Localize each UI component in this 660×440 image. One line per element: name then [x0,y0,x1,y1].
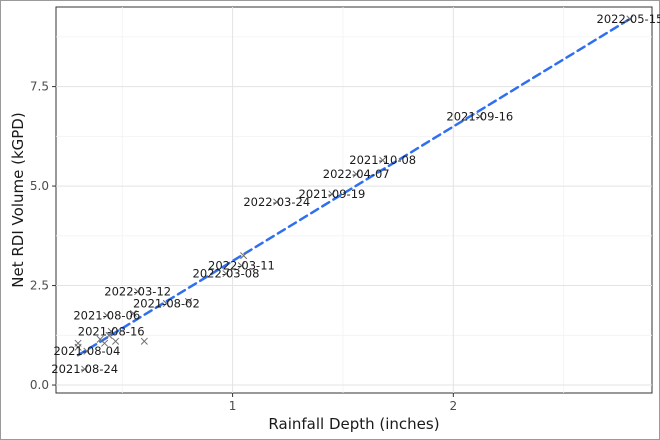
x-tick-label: 1 [229,399,237,413]
data-point-stroke [74,343,82,351]
data-point-stroke [107,327,115,335]
point-label: 2021-08-24 [51,362,118,376]
data-point-stroke [83,347,91,355]
data-point-stroke [273,198,281,206]
y-tick-label: 2.5 [30,279,49,293]
data-point [74,343,82,351]
point-labels-group: 2022-05-15 2021-09-16 2021-10-082022-04-07… [51,12,660,376]
point-label: 2021-08-04 [53,344,120,358]
y-tick-label: 0.0 [30,378,49,392]
point-label: 2022-03-24 [243,195,310,209]
data-point-stroke [476,112,484,120]
data-point-stroke [626,15,634,23]
point-label: 2022-03-08 [193,267,260,281]
data-point [379,156,387,164]
grid-minor [56,7,652,393]
y-tick-label: 7.5 [30,80,49,94]
data-point-stroke [162,299,170,308]
data-point [105,331,113,339]
axis-ticks: 1 2 0.0 2.5 5.0 7.5 [30,80,457,413]
x-axis-title: Rainfall Depth (inches) [268,415,439,433]
data-point [626,15,634,23]
data-point-stroke [328,190,336,198]
data-point-stroke [240,252,248,260]
data-point [237,262,245,270]
data-point [328,190,336,198]
data-point [81,365,89,373]
data-point [222,270,230,278]
data-point-stroke [237,262,245,270]
data-point [83,347,91,355]
data-point [112,337,120,345]
data-point [103,311,111,319]
plot-panel [55,6,653,394]
data-point-stroke [105,331,113,339]
trendline [76,17,632,357]
data-point [476,112,484,120]
data-point-stroke [96,335,104,343]
data-point [140,337,148,345]
data-point-stroke [129,309,137,317]
y-axis-title: Net RDI Volume (kGPD) [9,112,27,287]
point-label: 2021-08-16 [78,324,145,338]
point-label: 2021-09-16 [446,109,513,123]
x-tick-label: 2 [450,399,458,413]
point-label: 2022-03-11 [208,259,275,273]
point-label: 2021-08-06 [73,308,140,322]
data-point [129,309,137,317]
point-label: 2022-04-07 [323,167,390,181]
point-label: 2021-10-08 [349,153,416,167]
points-group [74,15,634,373]
point-label: 2021-08-02 [133,296,200,310]
data-point [352,170,360,178]
data-point-stroke [103,311,111,319]
data-point-stroke [379,156,387,164]
data-point-stroke [134,287,142,296]
trendline-group [76,17,632,357]
data-point-stroke [112,337,120,345]
data-point-stroke [352,170,360,178]
data-point [273,198,281,206]
data-point [162,299,170,308]
y-tick-label: 5.0 [30,179,49,193]
data-point-stroke [184,297,192,306]
data-point [240,252,248,260]
data-point [184,297,192,306]
point-label: 2022-03-12 [104,285,171,299]
data-point-stroke [101,339,109,347]
data-point-stroke [81,365,89,373]
data-point-stroke [222,270,230,278]
data-point [107,327,115,335]
point-label: 2022-05-15 [597,12,660,26]
data-point-stroke [140,337,148,345]
data-point [101,339,109,347]
grid-major [56,7,652,393]
point-label: 2021-09-19 [299,187,366,201]
data-point [134,287,142,296]
